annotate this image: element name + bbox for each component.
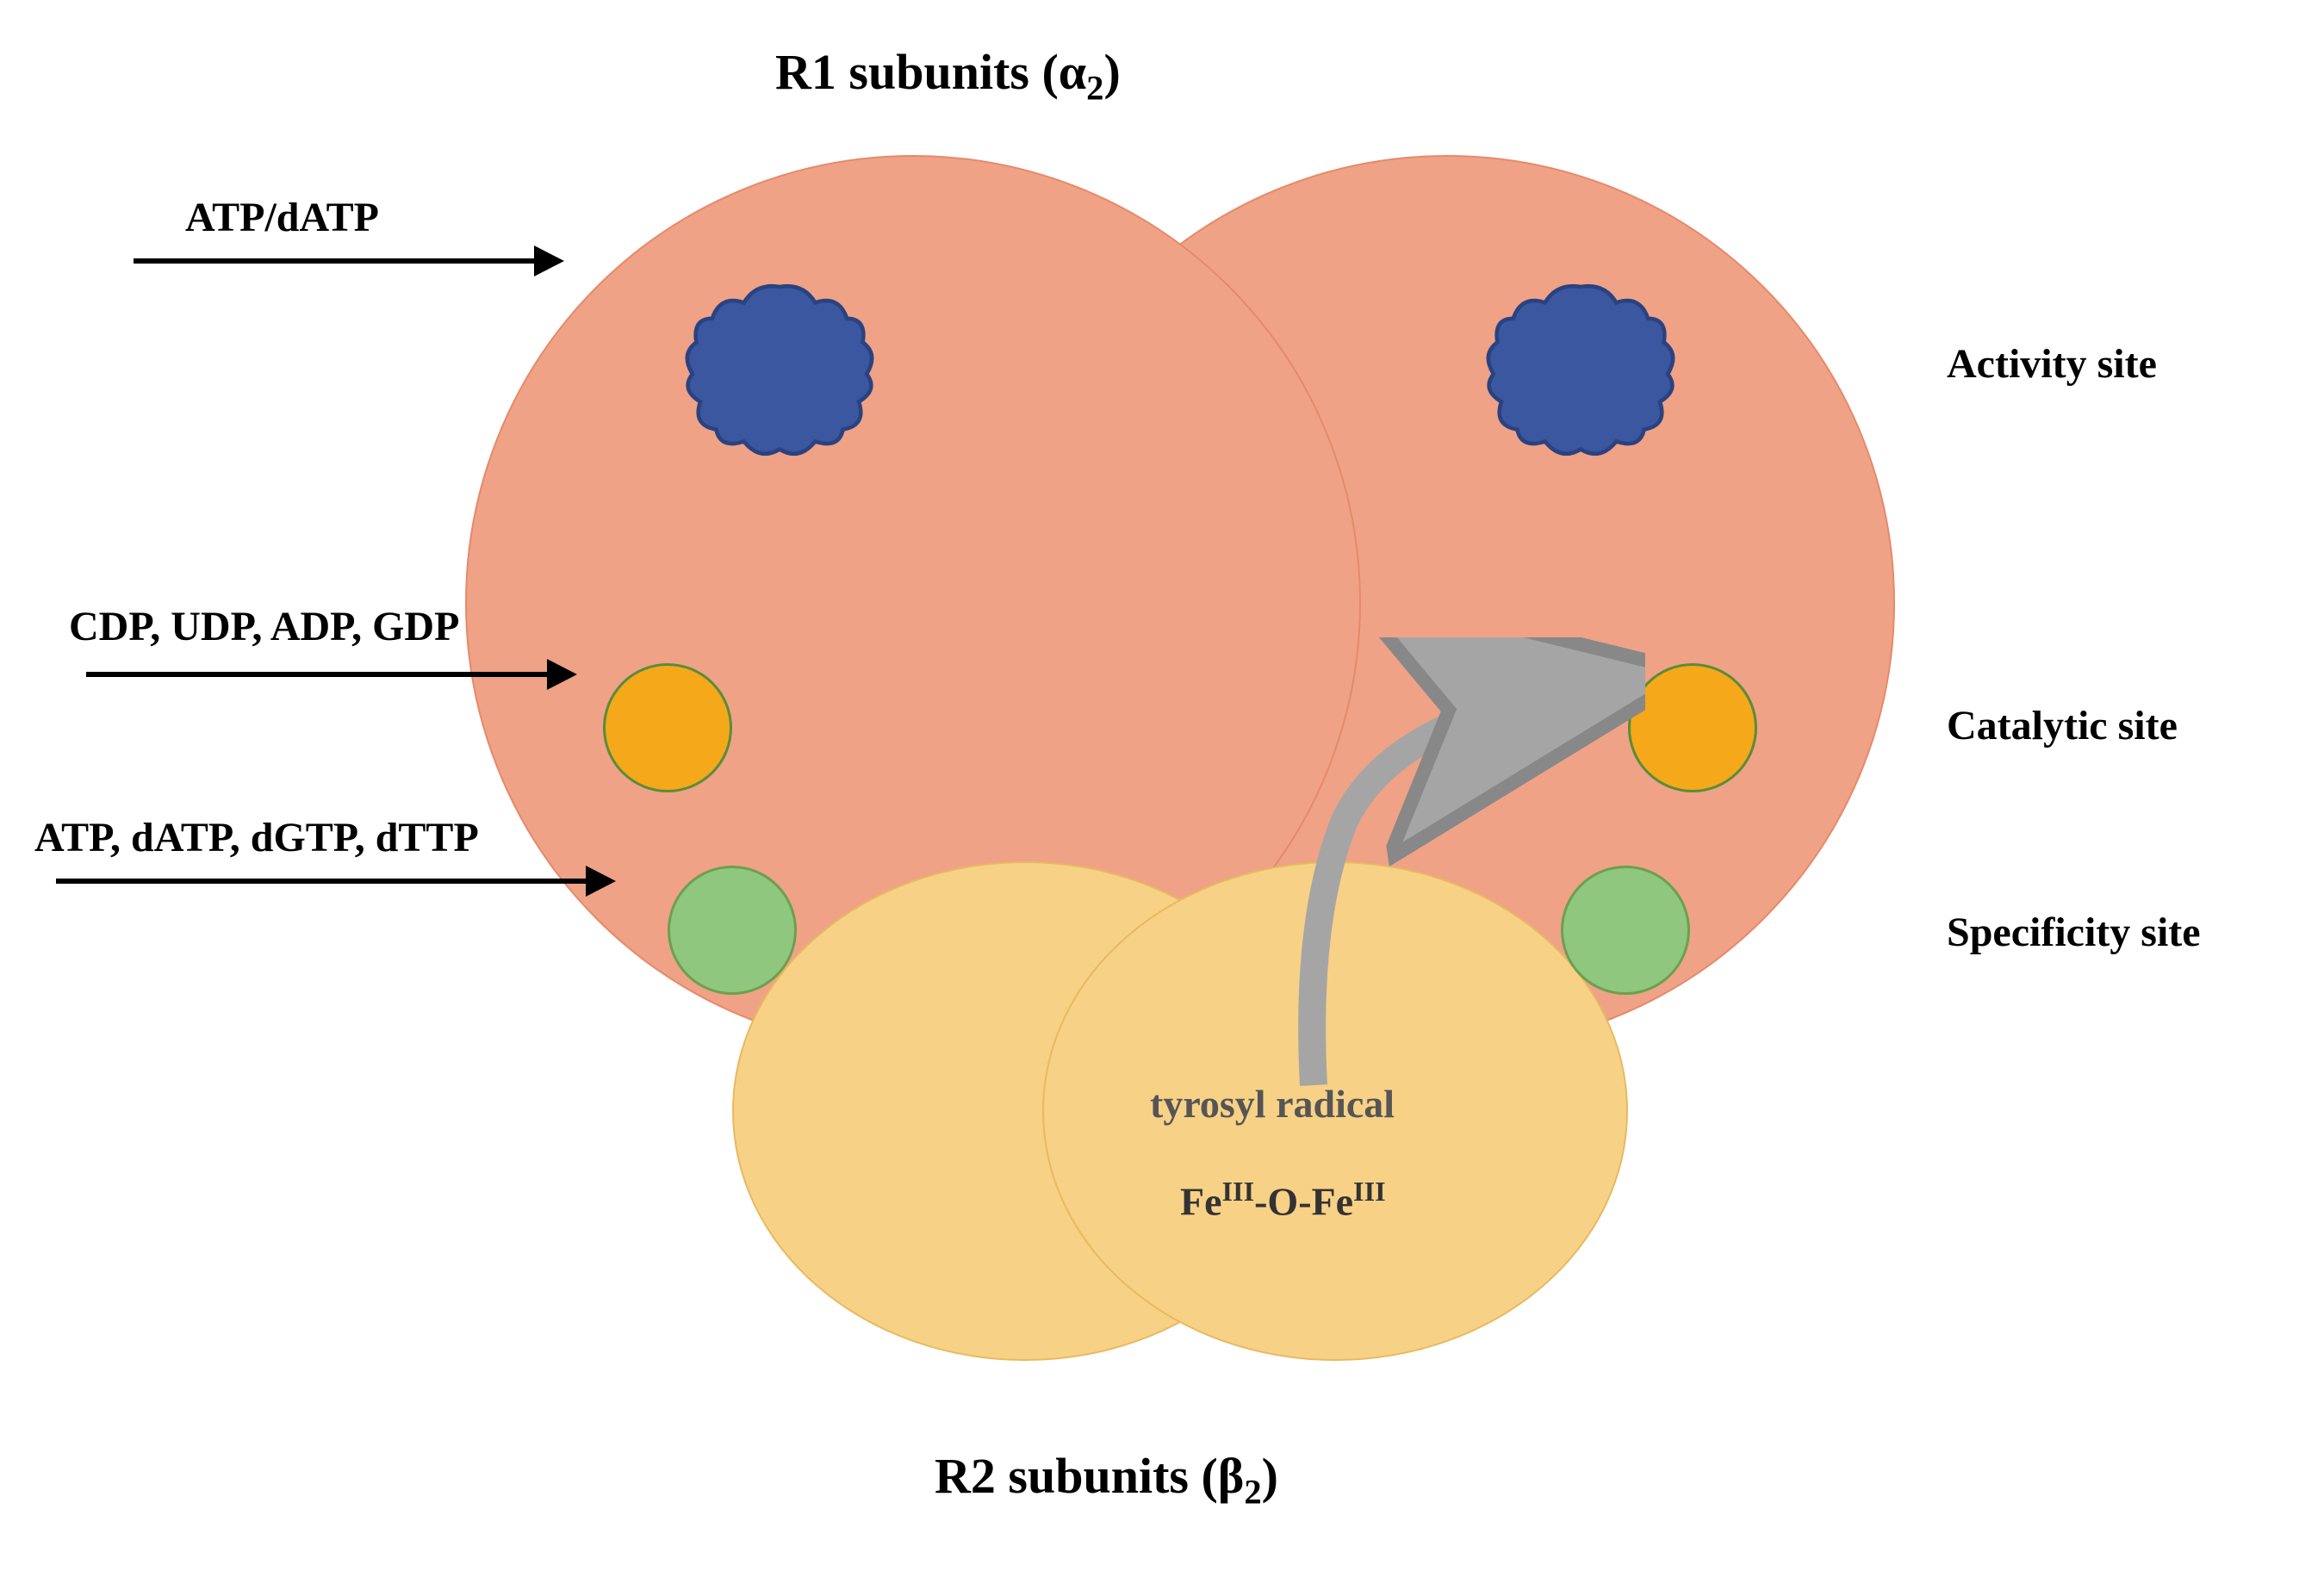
label-specificity-left: ATP, dATP, dGTP, dTTP [34, 814, 479, 861]
fe-mid: -O-Fe [1254, 1179, 1353, 1223]
title-bottom: R2 subunits (β2) [935, 1447, 1278, 1512]
arrow-specificity-head [586, 866, 616, 897]
tyrosyl-text: tyrosyl radical [1150, 1082, 1395, 1126]
label-catalytic-text: CDP, UDP, ADP, GDP [69, 604, 459, 649]
arrow-catalytic [86, 672, 551, 677]
specificity-circle-left [668, 866, 797, 995]
label-specificity-right: Specificity site [1947, 909, 2201, 956]
label-specificity-text: ATP, dATP, dGTP, dTTP [34, 815, 479, 860]
title-top-sub: 2 [1086, 69, 1103, 108]
fe-prefix: Fe [1180, 1179, 1222, 1223]
label-catalytic-right: Catalytic site [1947, 702, 2178, 749]
title-bottom-sub: 2 [1244, 1473, 1261, 1512]
arrow-catalytic-head [547, 659, 577, 690]
label-activity-left: ATP/dATP [185, 194, 379, 241]
arrow-activity [134, 258, 538, 264]
catalytic-circle-right [1628, 663, 1757, 792]
title-top-text: R1 subunits (α [775, 44, 1086, 100]
arrow-specificity [56, 879, 590, 884]
label-activity-right: Activity site [1947, 340, 2157, 388]
title-bottom-end: ) [1262, 1448, 1278, 1504]
fe-label: FeIII-O-FeIII [1180, 1176, 1386, 1224]
label-activity-text: ATP/dATP [185, 195, 379, 240]
label-specificity-right-text: Specificity site [1947, 910, 2201, 955]
title-top: R1 subunits (α2) [775, 43, 1121, 109]
activity-cloud-left [680, 267, 879, 465]
tyrosyl-label: tyrosyl radical [1150, 1081, 1395, 1127]
label-catalytic-left: CDP, UDP, ADP, GDP [69, 603, 459, 650]
title-bottom-text: R2 subunits (β [935, 1448, 1244, 1504]
catalytic-circle-left [603, 663, 732, 792]
label-catalytic-right-text: Catalytic site [1947, 703, 2178, 748]
fe-sup1: III [1222, 1176, 1255, 1207]
fe-sup2: III [1353, 1176, 1386, 1207]
title-top-end: ) [1103, 44, 1120, 100]
arrow-activity-head [534, 245, 564, 276]
radical-transfer-arrow [1215, 637, 1645, 1094]
activity-cloud-right [1482, 267, 1680, 465]
diagram-container: R1 subunits (α2) tyrosyl radical FeIII-O… [0, 0, 2324, 1596]
label-activity-right-text: Activity site [1947, 341, 2157, 387]
